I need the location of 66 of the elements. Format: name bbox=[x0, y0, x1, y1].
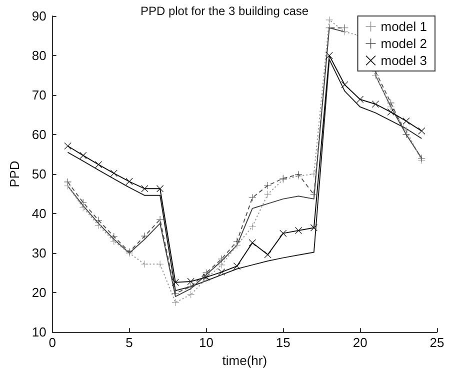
point bbox=[233, 238, 240, 245]
point bbox=[387, 99, 394, 106]
y-tick-label: 70 bbox=[32, 88, 46, 103]
point bbox=[264, 182, 272, 190]
point bbox=[126, 178, 133, 186]
point bbox=[202, 269, 210, 276]
point bbox=[187, 291, 194, 298]
x-axis-title: time(hr) bbox=[222, 353, 268, 368]
point bbox=[218, 268, 226, 276]
point bbox=[110, 170, 118, 177]
point bbox=[402, 118, 410, 125]
point bbox=[248, 239, 256, 246]
y-tick-label: 90 bbox=[32, 8, 46, 24]
legend-label: model 1 bbox=[380, 19, 427, 34]
point bbox=[326, 52, 333, 60]
point bbox=[418, 127, 426, 134]
point bbox=[387, 108, 394, 116]
point bbox=[310, 170, 318, 178]
point bbox=[187, 278, 194, 286]
point bbox=[141, 185, 148, 192]
point bbox=[402, 131, 410, 138]
x-tick-label: 20 bbox=[352, 335, 368, 350]
point bbox=[156, 260, 164, 268]
point bbox=[141, 232, 148, 240]
x-tick-label: 15 bbox=[276, 335, 290, 350]
y-tick-label: 10 bbox=[32, 324, 46, 340]
point bbox=[64, 142, 72, 150]
point bbox=[233, 262, 240, 270]
point bbox=[64, 178, 72, 186]
x-tick-label: 5 bbox=[126, 335, 133, 350]
x-tick-label: 25 bbox=[430, 335, 444, 350]
point bbox=[218, 256, 226, 262]
y-tick-label: 50 bbox=[32, 166, 46, 182]
point bbox=[264, 190, 272, 198]
point bbox=[80, 199, 87, 206]
y-tick-label: 80 bbox=[32, 48, 46, 64]
point bbox=[264, 251, 272, 258]
point bbox=[156, 185, 164, 192]
point bbox=[248, 194, 256, 202]
y-tick-label: 40 bbox=[32, 206, 46, 222]
point bbox=[80, 152, 87, 159]
point bbox=[341, 24, 348, 32]
point bbox=[356, 96, 364, 103]
point bbox=[310, 224, 318, 232]
legend-label: model 2 bbox=[380, 36, 427, 51]
point bbox=[187, 283, 194, 290]
y-tick-label: 30 bbox=[32, 246, 46, 261]
point bbox=[280, 230, 287, 237]
point bbox=[326, 16, 333, 24]
point bbox=[172, 278, 179, 286]
point bbox=[110, 232, 118, 240]
y-tick-label: 60 bbox=[32, 127, 46, 142]
point bbox=[141, 260, 148, 268]
y-axis-title: PPD bbox=[7, 160, 22, 188]
chart-title: PPD plot for the 3 building case bbox=[140, 4, 309, 18]
point bbox=[156, 216, 164, 223]
point bbox=[310, 191, 318, 198]
legend-label: model 3 bbox=[380, 53, 427, 68]
point bbox=[372, 100, 379, 108]
point bbox=[172, 290, 179, 297]
point bbox=[248, 223, 256, 230]
y-tick-label: 20 bbox=[32, 285, 46, 300]
point bbox=[172, 298, 179, 306]
x-tick-label: 10 bbox=[198, 335, 214, 350]
point bbox=[95, 216, 102, 224]
x-tick-label: 0 bbox=[48, 335, 56, 350]
